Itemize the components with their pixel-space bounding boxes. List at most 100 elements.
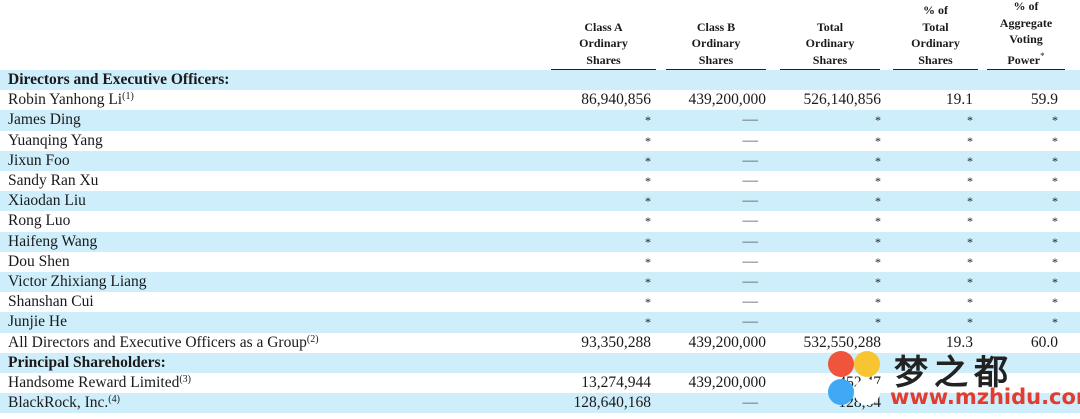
table-cell: * xyxy=(645,133,651,148)
column-header-line: % of xyxy=(1013,0,1039,13)
table-cell: * xyxy=(967,174,973,188)
column-header: Total Ordinary Shares xyxy=(780,19,880,70)
table-cell: * xyxy=(875,315,881,330)
table-cell: * xyxy=(645,113,651,128)
table-cell: * xyxy=(875,214,881,229)
holder-name-text: Directors and Executive Officers: xyxy=(8,71,230,88)
column-header-line: Ordinary xyxy=(579,36,628,50)
holder-name: Yuanqing Yang xyxy=(8,131,103,151)
column-header-line: Class A xyxy=(584,19,623,34)
table-cell: * xyxy=(1052,174,1058,188)
column-header: % of Aggregate Voting Power* xyxy=(987,0,1065,70)
watermark-url: www.mzhidu.com xyxy=(890,385,1080,409)
table-cell: * xyxy=(1052,254,1058,269)
section-row: Directors and Executive Officers: xyxy=(0,70,1080,91)
table-cell: 19.1 xyxy=(945,91,973,109)
table-cell: 526,140,856 xyxy=(803,91,882,109)
watermark: 梦之都 www.mzhidu.com xyxy=(828,349,1080,413)
table-cell: * xyxy=(967,153,973,168)
holder-name: All Directors and Executive Officers as … xyxy=(8,333,319,353)
footnote-ref: (2) xyxy=(306,333,319,345)
table-row: Victor Zhixiang Liang * — * * * xyxy=(0,272,1080,293)
table-cell: — xyxy=(742,151,759,169)
table-cell: * xyxy=(645,275,651,289)
holder-name-text: Jixun Foo xyxy=(8,151,70,169)
column-header-line: Class B xyxy=(696,19,736,34)
holder-name: Robin Yanhong Li(1) xyxy=(8,90,134,110)
footnote-ref: (3) xyxy=(179,374,191,385)
column-header-line: Shares xyxy=(812,52,848,67)
table-cell: * xyxy=(875,234,881,249)
holder-name: Haifeng Wang xyxy=(8,232,97,252)
holder-name: Sandy Ran Xu xyxy=(8,171,98,191)
holder-name-text: Yuanqing Yang xyxy=(8,131,103,149)
section-heading: Directors and Executive Officers: xyxy=(8,70,229,90)
holder-name: Xiaodan Liu xyxy=(8,191,86,211)
table-cell: 86,940,856 xyxy=(581,91,651,109)
table-cell: 439,200,000 xyxy=(688,333,767,351)
holder-name-text: Handsome Reward Limited xyxy=(8,374,180,391)
table-cell: — xyxy=(742,192,759,210)
column-header-line: Ordinary xyxy=(911,36,960,50)
column-header: Class B Ordinary Shares xyxy=(666,19,766,70)
column-header-line: Voting xyxy=(1009,32,1043,46)
holder-name-text: Robin Yanhong Li xyxy=(8,91,123,109)
holder-name-text: Sandy Ran Xu xyxy=(8,172,99,189)
table-row: Yuanqing Yang * — * * * xyxy=(0,131,1080,151)
column-header: Class A Ordinary Shares xyxy=(551,19,656,70)
table-cell: 60.0 xyxy=(1030,333,1058,351)
holder-name: Shanshan Cui xyxy=(8,292,94,312)
table-cell: — xyxy=(742,394,759,412)
table-row: Rong Luo * — * * * xyxy=(0,211,1080,231)
table-cell: — xyxy=(742,172,759,189)
table-row: Shanshan Cui * — * * * xyxy=(0,292,1080,312)
watermark-logo xyxy=(828,351,888,407)
holder-name: James Ding xyxy=(8,110,81,130)
table-cell: — xyxy=(742,313,759,331)
table-cell: * xyxy=(1052,113,1058,128)
column-header-line: Aggregate xyxy=(999,15,1053,30)
table-cell: * xyxy=(967,214,973,229)
holder-name-text: James Ding xyxy=(8,111,81,129)
holder-name: Handsome Reward Limited(3) xyxy=(8,373,191,393)
table-cell: — xyxy=(742,212,759,230)
table-row: Dou Shen * — * * * xyxy=(0,252,1080,272)
table-cell: * xyxy=(967,234,973,249)
column-header-footnote: * xyxy=(1040,50,1045,61)
table-cell: * xyxy=(875,275,881,289)
column-header-line: % of xyxy=(923,3,948,17)
table-cell: 128,640,168 xyxy=(573,394,652,412)
table-cell: 59.9 xyxy=(1030,91,1058,109)
footnote-ref: (4) xyxy=(108,394,120,406)
table-cell: — xyxy=(742,273,759,290)
holder-name-text: Junjie He xyxy=(8,313,67,331)
table-cell: * xyxy=(967,113,973,128)
column-header-line: Shares xyxy=(918,52,953,67)
table-cell: — xyxy=(742,111,759,129)
table-row: Haifeng Wang * — * * * xyxy=(0,231,1080,252)
table-cell: * xyxy=(645,194,651,209)
footnote-ref: (1) xyxy=(122,91,134,103)
column-header-line: Shares xyxy=(698,52,734,67)
column-header-line: Total xyxy=(922,19,949,34)
table-cell: * xyxy=(967,315,973,330)
section-heading: Principal Shareholders: xyxy=(8,353,166,373)
holder-name: Dou Shen xyxy=(8,252,70,272)
holder-name: Jixun Foo xyxy=(8,151,70,171)
table-cell: * xyxy=(967,275,973,289)
table-cell: — xyxy=(742,293,759,311)
table-cell: * xyxy=(875,133,881,148)
table-cell: * xyxy=(645,174,651,188)
holder-name-text: Rong Luo xyxy=(8,212,71,230)
table-cell: * xyxy=(645,234,651,249)
table-cell: 532,550,288 xyxy=(803,333,882,351)
table-cell: * xyxy=(967,295,973,310)
column-header-line: Ordinary xyxy=(805,36,855,50)
table-header: Class A Ordinary Shares Class B Ordinary Shar… xyxy=(0,0,1080,70)
section-row: Principal Shareholders: xyxy=(0,352,1080,373)
table-cell: * xyxy=(875,113,881,128)
table-cell: * xyxy=(1052,275,1058,289)
table-cell: — xyxy=(742,131,759,149)
table-cell: * xyxy=(967,254,973,269)
table-row: Robin Yanhong Li(1) 86,940,856 439,200,000… xyxy=(0,90,1080,110)
